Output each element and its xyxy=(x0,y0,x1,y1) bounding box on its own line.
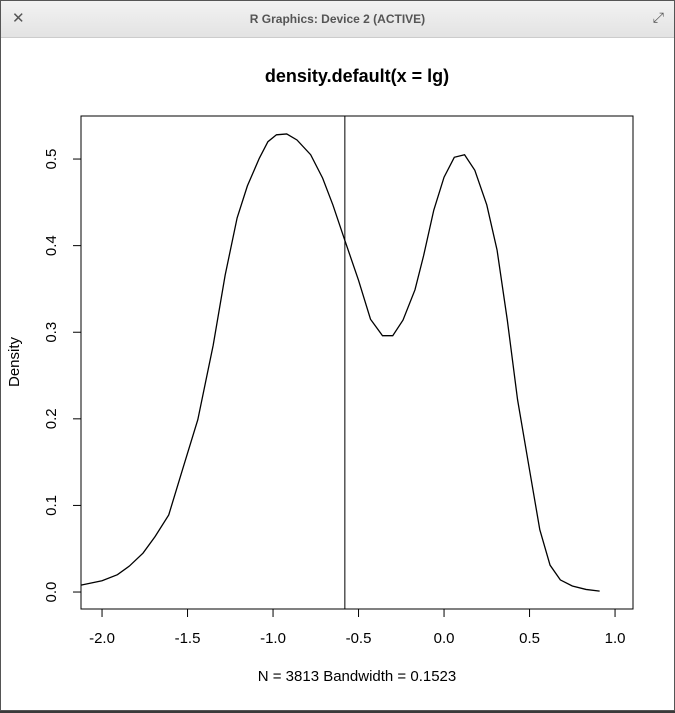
x-tick-label: -1.0 xyxy=(260,630,286,647)
y-tick-label: 0.3 xyxy=(43,322,60,343)
title-bar: ✕ R Graphics: Device 2 (ACTIVE) ⤢ xyxy=(1,1,674,38)
y-axis-label: Density xyxy=(6,336,23,387)
y-tick-label: 0.2 xyxy=(43,408,60,429)
y-tick-label: 0.5 xyxy=(43,149,60,170)
window-title: R Graphics: Device 2 (ACTIVE) xyxy=(249,12,426,26)
y-tick-label: 0.0 xyxy=(43,582,60,603)
plot-box xyxy=(80,115,634,610)
x-tick-label: -0.5 xyxy=(346,630,372,647)
close-button[interactable]: ✕ xyxy=(12,10,25,27)
x-tick-label: 1.0 xyxy=(605,630,626,647)
x-axis-label: N = 3813 Bandwidth = 0.1523 xyxy=(258,668,457,685)
chart-title: density.default(x = lg) xyxy=(265,66,449,86)
x-tick-label: 0.5 xyxy=(519,630,540,647)
y-tick-label: 0.1 xyxy=(43,495,60,516)
x-tick-label: 0.0 xyxy=(434,630,455,647)
y-tick-label: 0.4 xyxy=(43,235,60,256)
density-line xyxy=(80,133,600,592)
x-tick-label: -2.0 xyxy=(89,630,115,647)
maximize-button[interactable]: ⤢ xyxy=(652,9,664,25)
x-tick-label: -1.5 xyxy=(175,630,201,647)
